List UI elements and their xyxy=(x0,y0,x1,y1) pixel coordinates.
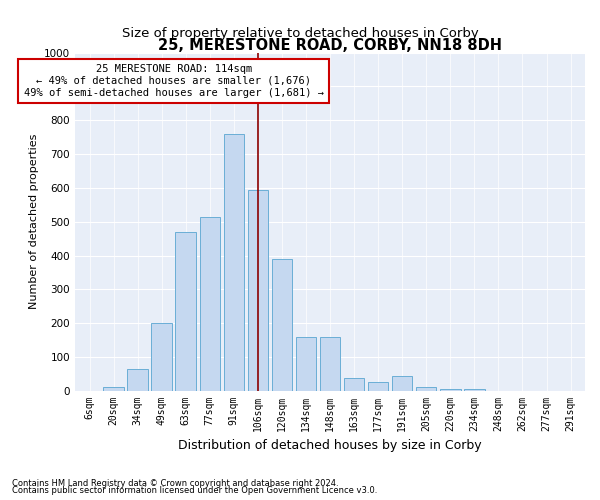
Bar xyxy=(224,134,244,391)
Bar xyxy=(151,324,172,391)
Bar xyxy=(200,216,220,391)
Title: 25, MERESTONE ROAD, CORBY, NN18 8DH: 25, MERESTONE ROAD, CORBY, NN18 8DH xyxy=(158,38,502,52)
Bar xyxy=(248,190,268,391)
Bar xyxy=(464,390,485,391)
Bar xyxy=(272,259,292,391)
Text: Contains public sector information licensed under the Open Government Licence v3: Contains public sector information licen… xyxy=(12,486,377,495)
Bar xyxy=(392,376,412,391)
Y-axis label: Number of detached properties: Number of detached properties xyxy=(29,134,38,310)
X-axis label: Distribution of detached houses by size in Corby: Distribution of detached houses by size … xyxy=(178,440,482,452)
Bar xyxy=(368,382,388,391)
Bar xyxy=(416,387,436,391)
Text: Contains HM Land Registry data © Crown copyright and database right 2024.: Contains HM Land Registry data © Crown c… xyxy=(12,478,338,488)
Text: Size of property relative to detached houses in Corby: Size of property relative to detached ho… xyxy=(122,28,478,40)
Bar xyxy=(344,378,364,391)
Bar xyxy=(296,337,316,391)
Text: 25 MERESTONE ROAD: 114sqm
← 49% of detached houses are smaller (1,676)
49% of se: 25 MERESTONE ROAD: 114sqm ← 49% of detac… xyxy=(23,64,323,98)
Bar xyxy=(103,387,124,391)
Bar xyxy=(320,337,340,391)
Bar xyxy=(175,232,196,391)
Bar xyxy=(127,369,148,391)
Bar xyxy=(440,388,461,391)
